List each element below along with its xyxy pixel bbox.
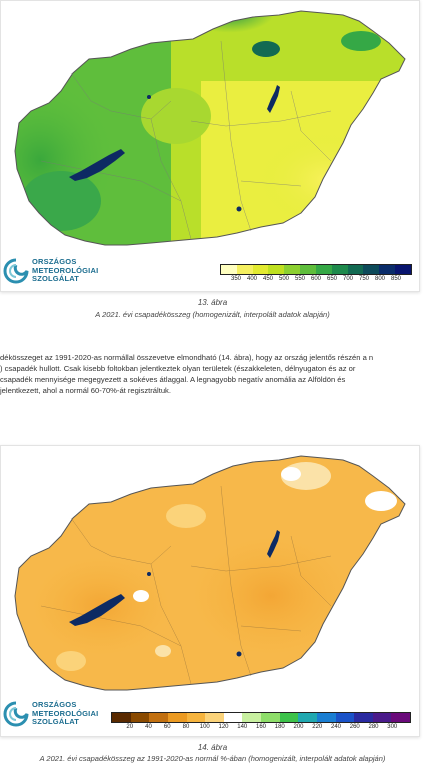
logo-text: ORSZÁGOS METEOROLÓGIAI SZOLGÁLAT <box>32 258 98 284</box>
legend-tick: 160 <box>255 724 267 730</box>
lake-tisza-map2 <box>267 530 280 558</box>
lake-tisza-map1 <box>267 85 280 113</box>
legend-tick: 280 <box>368 724 379 730</box>
legend-tick: 80 <box>182 724 190 730</box>
legend-tick: 450 <box>262 276 274 282</box>
map1-panel: ORSZÁGOS METEOROLÓGIAI SZOLGÁLAT 350 400 4… <box>0 0 420 292</box>
legend-swatch <box>379 265 396 274</box>
legend-tick: 20 <box>126 724 134 730</box>
legend-tick: 220 <box>312 724 323 730</box>
omsz-logo-icon <box>3 701 29 727</box>
map2-panel: ORSZÁGOS METEOROLÓGIAI SZOLGÁLAT 20 40 60 8… <box>0 445 420 737</box>
legend-tick-labels: 350 400 450 500 550 600 650 700 750 800 850 <box>220 275 412 284</box>
figure-14-number: 14. ábra <box>197 743 228 752</box>
legend-swatch <box>252 265 269 274</box>
legend-swatch <box>236 265 253 274</box>
logo-map1: ORSZÁGOS METEOROLÓGIAI SZOLGÁLAT <box>3 258 98 284</box>
paragraph-line-1: dékösszeget az 1991-2020-as normállal ös… <box>0 353 374 362</box>
legend-swatch <box>167 713 187 722</box>
logo-line1: ORSZÁGOS <box>32 700 77 710</box>
legend-swatch <box>242 713 261 722</box>
legend-swatch <box>363 265 380 274</box>
legend-tick: 600 <box>310 276 322 282</box>
legend-tick: 260 <box>349 724 360 730</box>
legend-swatch <box>186 713 206 722</box>
legend-tick: 500 <box>278 276 290 282</box>
legend-swatch <box>315 265 332 274</box>
legend-tick: 550 <box>294 276 306 282</box>
figure-13-caption: A 2021. évi csapadékösszeg (homogenizált… <box>95 310 330 319</box>
paragraph-line-4: jelentkezett, ahol a normál 60-70%-át re… <box>0 386 171 395</box>
legend-swatch <box>372 713 392 722</box>
legend-tick: 120 <box>218 724 229 730</box>
legend-tick: 850 <box>390 276 402 282</box>
legend-swatch <box>300 265 316 274</box>
legend-tick: 300 <box>387 724 398 730</box>
legend-swatch <box>130 713 150 722</box>
map2-legend: 20 40 60 80 100 120 140 160 180 200 220 240 260 280 30… <box>111 712 411 732</box>
legend-color-bar <box>111 712 411 723</box>
legend-swatch <box>347 265 364 274</box>
legend-swatch <box>316 713 336 722</box>
legend-swatch <box>268 265 285 274</box>
legend-tick-labels: 20 40 60 80 100 120 140 160 180 200 220 240 260 280 30… <box>111 723 411 732</box>
legend-swatch <box>112 713 131 722</box>
paragraph-line-3: csapadék mennyisége megegyezett a sokéve… <box>0 375 346 384</box>
legend-tick: 240 <box>330 724 342 730</box>
legend-tick: 100 <box>199 724 210 730</box>
logo-line2: METEOROLÓGIAI <box>32 708 99 718</box>
legend-color-bar <box>220 264 412 275</box>
legend-tick: 180 <box>274 724 285 730</box>
legend-tick: 650 <box>326 276 338 282</box>
lake-balaton-map1 <box>69 149 125 181</box>
legend-tick: 800 <box>374 276 386 282</box>
logo-line2: METEOROLÓGIAI <box>32 265 99 275</box>
logo-line3: SZOLGÁLAT <box>32 274 80 284</box>
legend-swatch <box>395 265 411 274</box>
legend-tick: 40 <box>145 724 152 730</box>
legend-tick: 140 <box>237 724 248 730</box>
map2-svg <box>14 455 406 691</box>
legend-swatch <box>298 713 317 722</box>
legend-tick: 750 <box>358 276 370 282</box>
legend-swatch <box>261 713 280 722</box>
legend-swatch <box>391 713 410 722</box>
map1-svg <box>14 10 406 246</box>
paragraph-line-2: ) csapadék hullott. Csak kisebb foltokba… <box>0 364 356 373</box>
lake-balaton-map2 <box>69 594 125 626</box>
legend-tick: 350 <box>230 276 242 282</box>
logo-map2: ORSZÁGOS METEOROLÓGIAI SZOLGÁLAT <box>3 701 98 727</box>
legend-swatch <box>221 265 237 274</box>
logo-line3: SZOLGÁLAT <box>32 717 80 727</box>
legend-swatch <box>279 713 299 722</box>
legend-tick: 700 <box>342 276 354 282</box>
legend-swatch <box>331 265 348 274</box>
legend-swatch <box>284 265 301 274</box>
omsz-logo-icon <box>3 258 29 284</box>
figure-14-caption: A 2021. évi csapadékösszeg az 1991-2020-… <box>39 754 386 763</box>
legend-tick: 200 <box>293 724 304 730</box>
legend-swatch <box>335 713 355 722</box>
legend-tick: 60 <box>163 724 171 730</box>
legend-swatch <box>354 713 373 722</box>
legend-swatch <box>205 713 224 722</box>
legend-swatch <box>149 713 168 722</box>
legend-tick: 400 <box>246 276 258 282</box>
figure-13-number: 13. ábra <box>197 298 228 307</box>
map1-legend: 350 400 450 500 550 600 650 700 750 800 850 <box>220 264 412 284</box>
body-paragraph: dékösszeget az 1991-2020-as normállal ös… <box>0 352 425 396</box>
logo-line1: ORSZÁGOS <box>32 257 77 267</box>
legend-swatch <box>223 713 243 722</box>
logo-text: ORSZÁGOS METEOROLÓGIAI SZOLGÁLAT <box>32 701 98 727</box>
